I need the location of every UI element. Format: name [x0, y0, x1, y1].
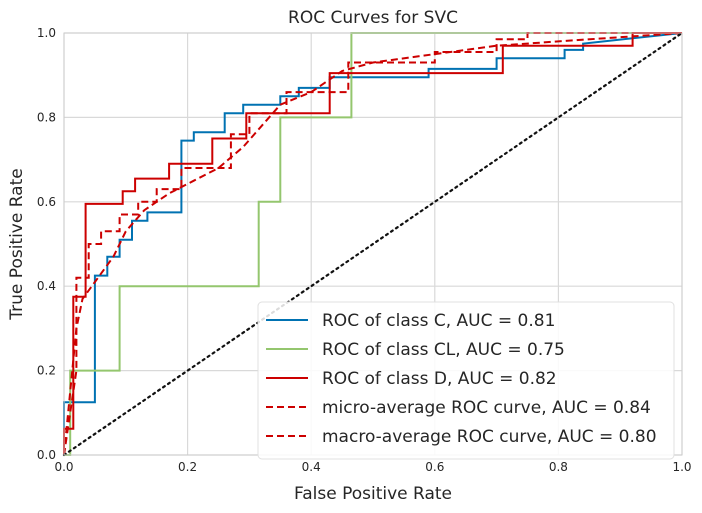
x-tick-label: 0.2 — [178, 460, 197, 474]
y-tick-label: 0.4 — [37, 279, 56, 293]
tick-labels: 0.0 0.2 0.4 0.6 0.8 1.0 0.0 0.2 0.4 0.6 0.8 1.0 — [37, 26, 692, 474]
y-tick-label: 1.0 — [37, 26, 56, 40]
legend-box — [257, 301, 675, 460]
y-axis-label: True Positive Rate — [7, 168, 27, 320]
legend-label: macro-average ROC curve, AUC = 0.80 — [322, 427, 657, 447]
x-tick-label: 1.0 — [672, 460, 691, 474]
x-tick-label: 0.6 — [425, 460, 444, 474]
chart-title: ROC Curves for SVC — [288, 8, 458, 28]
y-tick-label: 0.2 — [37, 364, 56, 378]
legend-label: ROC of class C, AUC = 0.81 — [322, 311, 555, 331]
legend: ROC of class C, AUC = 0.81 ROC of class C… — [257, 301, 675, 460]
legend-label: micro-average ROC curve, AUC = 0.84 — [322, 398, 651, 418]
x-tick-label: 0.4 — [302, 460, 321, 474]
x-tick-label: 0.0 — [54, 460, 73, 474]
x-tick-label: 0.8 — [549, 460, 568, 474]
legend-label: ROC of class CL, AUC = 0.75 — [322, 340, 565, 360]
y-tick-label: 0.8 — [37, 110, 56, 124]
y-tick-label: 0.0 — [37, 448, 56, 462]
legend-label: ROC of class D, AUC = 0.82 — [322, 369, 557, 389]
series-line-4 — [63, 32, 682, 456]
y-tick-label: 0.6 — [37, 195, 56, 209]
x-axis-label: False Positive Rate — [294, 484, 452, 504]
series-line-0 — [63, 32, 683, 455]
series-line-2 — [63, 32, 682, 455]
series-layer — [62, 31, 684, 457]
series-line-5 — [62, 31, 684, 457]
